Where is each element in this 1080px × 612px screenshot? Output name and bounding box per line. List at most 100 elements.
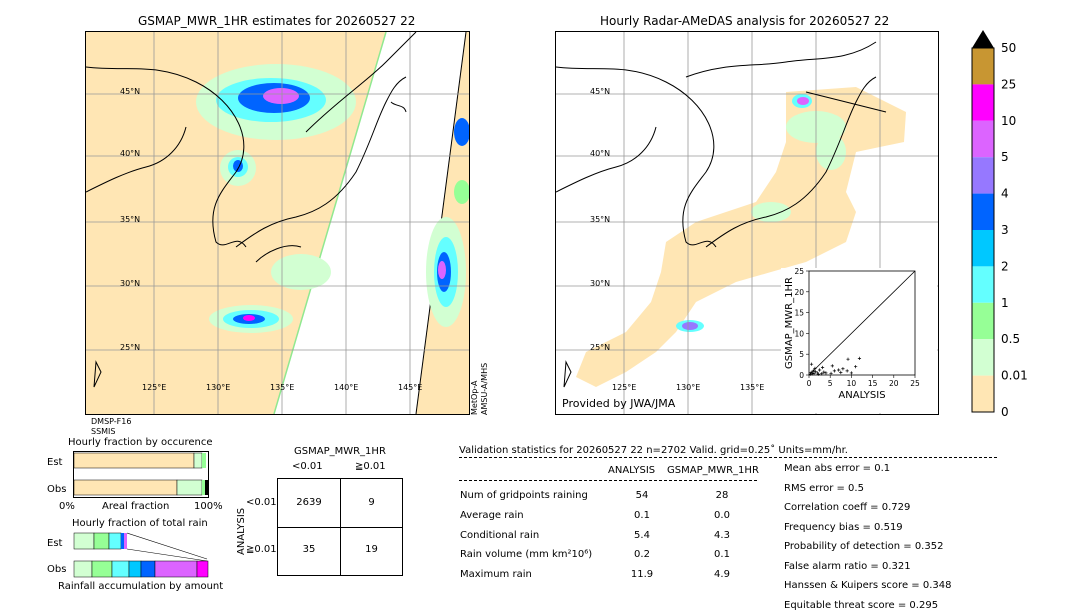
sensor-right-1: MetOp-A xyxy=(470,380,479,415)
validation-row-gsmap: 4.9 xyxy=(714,569,730,580)
scatter-point xyxy=(857,356,862,360)
map-credit: Provided by JWA/JMA xyxy=(562,397,676,410)
scatter-y-tick: 20 xyxy=(794,288,804,297)
scatter-point xyxy=(830,364,834,368)
validation-row-analysis: 0.1 xyxy=(634,510,650,521)
validation-col-gsmap: GSMAP_MWR_1HR xyxy=(667,465,759,476)
colorbar-segment xyxy=(972,302,994,340)
validation-row-label: Num of gridpoints raining xyxy=(460,490,588,501)
scatter-x-tick: 15 xyxy=(868,379,878,388)
contingency-cell-11: 19 xyxy=(365,544,378,555)
colorbar-segment xyxy=(972,157,994,194)
scatter-x-tick: 0 xyxy=(807,379,812,388)
scatter-x-tick: 25 xyxy=(910,379,920,388)
validation-row-analysis: 11.9 xyxy=(630,569,654,580)
scatter-point xyxy=(849,371,853,375)
scatter-y-tick: 25 xyxy=(794,268,804,276)
validation-score: Probability of detection = 0.352 xyxy=(784,541,944,552)
contingency-row-0: <0.01 xyxy=(246,497,277,508)
scatter-point xyxy=(854,365,858,369)
total-svg xyxy=(73,532,209,578)
scatter-point xyxy=(841,367,845,371)
right-lat-25: 25°N xyxy=(590,343,611,352)
contingency-table: 2639 9 35 19 xyxy=(277,478,403,576)
left-coastlines xyxy=(86,32,417,388)
right-lat-45: 45°N xyxy=(590,87,611,96)
validation-col-divider xyxy=(459,480,757,481)
colorbar-label: 0.01 xyxy=(1001,369,1028,383)
contingency-cell-00: 2639 xyxy=(296,497,322,508)
scatter-point xyxy=(816,372,820,376)
contingency-col-0: <0.01 xyxy=(292,461,323,472)
contingency-cell-10: 35 xyxy=(302,544,316,555)
colorbar-label: 25 xyxy=(1001,77,1016,91)
occurrence-est-label: Est xyxy=(47,457,63,468)
scatter-ylabel: GSMAP_MWR_1HR xyxy=(784,277,795,369)
validation-row-analysis: 0.2 xyxy=(634,549,650,560)
validation-row-label: Conditional rain xyxy=(460,530,540,541)
scatter-y-tick: 0 xyxy=(799,371,804,380)
right-lon-130: 130°E xyxy=(676,383,701,392)
scatter-point xyxy=(811,369,815,373)
left-lat-35: 35°N xyxy=(120,215,141,224)
scatter-point xyxy=(822,370,826,374)
total-est-label: Est xyxy=(47,538,63,549)
validation-score: False alarm ratio = 0.321 xyxy=(784,560,911,572)
colorbar-label: 1 xyxy=(1001,296,1009,310)
contingency-title: GSMAP_MWR_1HR xyxy=(294,446,386,457)
validation-row-label: Average rain xyxy=(460,510,524,521)
left-map-svg xyxy=(86,32,469,414)
colorbar-label: 0.5 xyxy=(1001,332,1020,346)
validation-score: RMS error = 0.5 xyxy=(784,482,864,494)
scatter-point xyxy=(810,372,814,376)
sensor-right-2: AMSU-A/MHS xyxy=(480,362,489,415)
left-lon-140: 140°E xyxy=(334,383,359,392)
right-lat-35: 35°N xyxy=(590,215,611,224)
total-axis-label: Rainfall accumulation by amount xyxy=(58,581,224,592)
scatter-point xyxy=(839,370,843,375)
validation-row-label: Rain volume (mm km²10⁶) xyxy=(460,549,593,560)
scatter-plot: 00 5 5 10 10 15 15 20 20 25 25 ANALYSIS GSMAP_MWR_1H… xyxy=(784,267,920,401)
colorbar-segment xyxy=(972,375,994,412)
colorbar-segment xyxy=(972,120,994,158)
sensor-left-2: SSMIS xyxy=(91,427,116,436)
scatter-point xyxy=(845,369,849,373)
left-lat-30: 30°N xyxy=(120,279,141,288)
scatter-diagonal xyxy=(808,270,916,376)
validation-score: Frequency bias = 0.519 xyxy=(784,521,903,533)
scatter-point xyxy=(818,368,822,372)
validation-col-analysis: ANALYSIS xyxy=(608,465,656,476)
scatter-point xyxy=(832,369,837,373)
right-map-title: Hourly Radar-AMeDAS analysis for 2026052… xyxy=(600,14,890,28)
scatter-point xyxy=(846,357,850,361)
left-map-title: GSMAP_MWR_1HR estimates for 20260527 22 xyxy=(138,14,416,28)
occurrence-title: Hourly fraction by occurence xyxy=(68,437,213,448)
contingency-row-1: ≧0.01 xyxy=(246,544,277,555)
left-lat-45: 45°N xyxy=(120,87,141,96)
scatter-point xyxy=(837,368,841,372)
total-title: Hourly fraction of total rain xyxy=(72,518,208,529)
scatter-y-tick: 15 xyxy=(794,309,804,318)
right-coastlines xyxy=(556,41,887,388)
validation-row-label: Maximum rain xyxy=(460,569,532,580)
colorbar-segment xyxy=(972,266,994,303)
left-map: 45°N 40°N 35°N 30°N 25°N 125°E 130°E 135… xyxy=(85,31,470,415)
scatter-y-tick: 10 xyxy=(794,329,804,338)
colorbar-over-arrow xyxy=(972,30,994,48)
colorbar-segment xyxy=(972,48,994,85)
validation-header: Validation statistics for 20260527 22 n=… xyxy=(459,445,848,456)
colorbar-label: 3 xyxy=(1001,223,1009,237)
validation-row-analysis: 5.4 xyxy=(634,530,650,541)
colorbar: 50 25 10 5 4 3 2 1 0.5 0.01 0 xyxy=(960,28,1040,419)
colorbar-svg: 50 25 10 5 4 3 2 1 0.5 0.01 0 xyxy=(971,30,1028,419)
validation-row-gsmap: 0.0 xyxy=(714,510,730,521)
left-lon-130: 130°E xyxy=(206,383,231,392)
occurrence-svg xyxy=(73,451,209,498)
validation-row-gsmap: 4.3 xyxy=(714,530,730,541)
scatter-x-tick: 20 xyxy=(889,379,899,388)
occurrence-axis-0: 0% xyxy=(59,501,75,512)
colorbar-label: 0 xyxy=(1001,405,1009,418)
scatter-point xyxy=(813,370,817,374)
scatter-point xyxy=(812,371,816,375)
right-lat-40: 40°N xyxy=(590,149,611,158)
